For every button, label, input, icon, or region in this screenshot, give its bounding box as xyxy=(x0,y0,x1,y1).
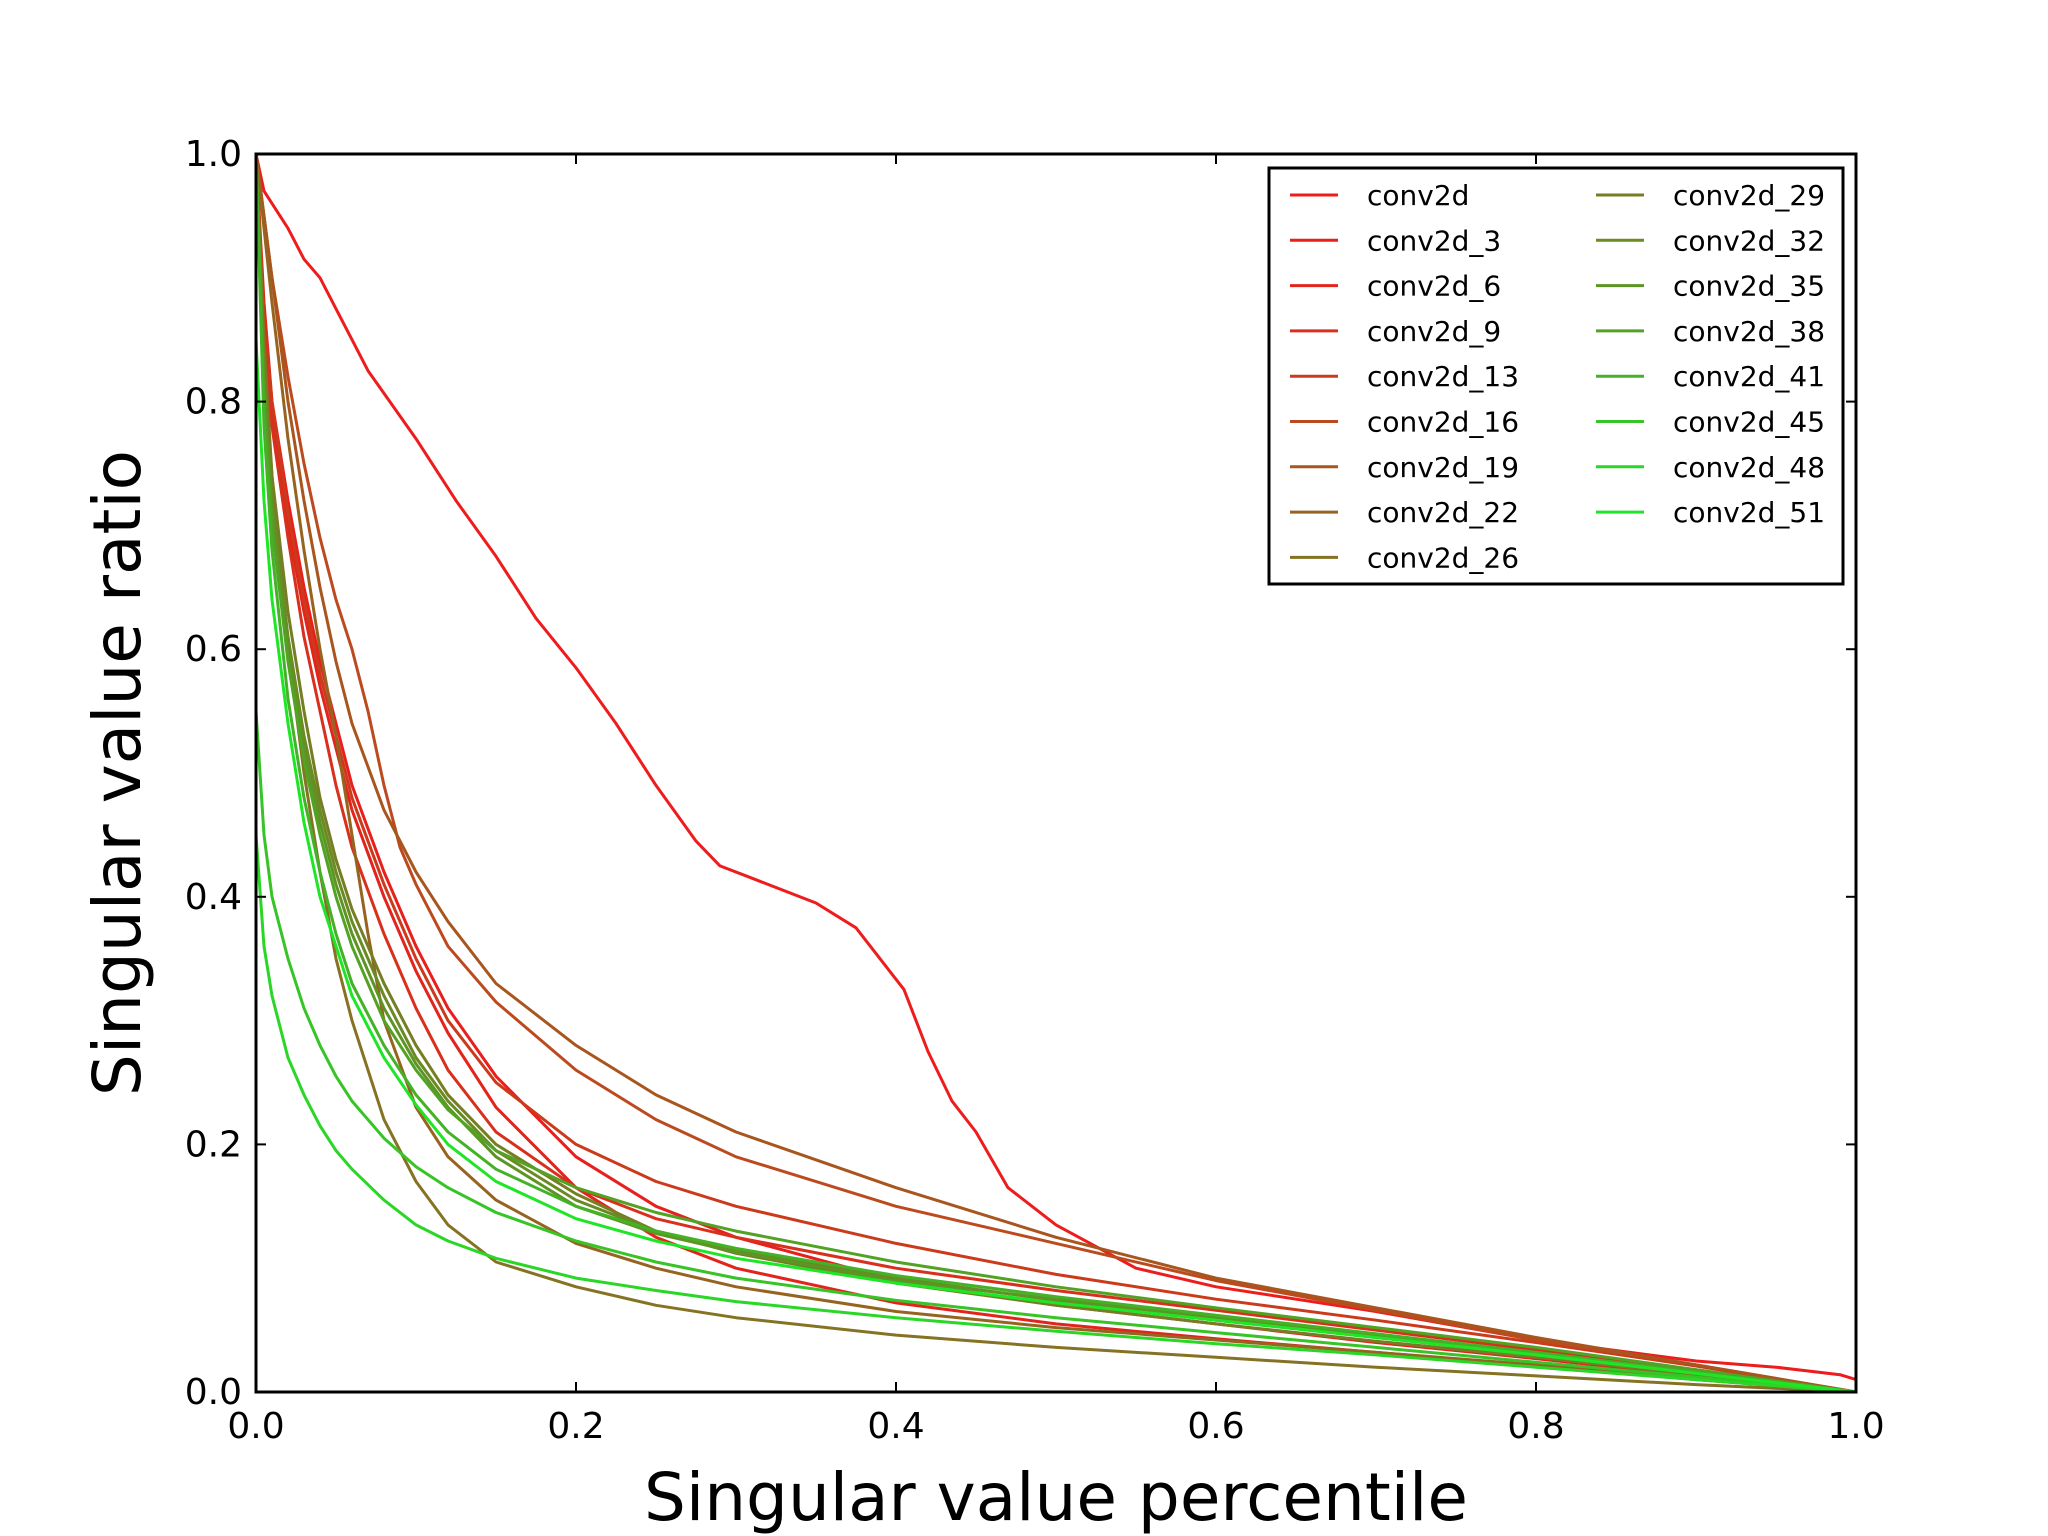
y-tick-label: 0.6 xyxy=(185,629,242,670)
legend-label: conv2d_45 xyxy=(1673,406,1825,439)
legend-label: conv2d_35 xyxy=(1673,270,1825,303)
legend-label: conv2d_29 xyxy=(1673,179,1825,212)
legend-label: conv2d_38 xyxy=(1673,315,1825,348)
y-tick-label: 1.0 xyxy=(185,134,242,175)
x-tick-label: 0.0 xyxy=(227,1406,284,1447)
tick-layer: 0.0 0.2 0.4 0.6 0.8 1.0 0.0 0.2 0.4 0.6 0.8 1.0 xyxy=(185,134,1885,1447)
legend-label: conv2d_16 xyxy=(1367,406,1519,439)
y-tick-label: 0.8 xyxy=(185,382,242,423)
series-line-conv2d_19 xyxy=(254,153,1857,1394)
series-line-conv2d xyxy=(254,153,1857,1382)
legend-label: conv2d_41 xyxy=(1673,360,1825,393)
x-tick-label: 1.0 xyxy=(1827,1406,1884,1447)
series-line-conv2d_45 xyxy=(254,711,1857,1394)
y-axis-label: Singular value ratio xyxy=(79,450,156,1096)
legend: conv2dconv2d_3conv2d_6conv2d_9conv2d_13c… xyxy=(1267,166,1845,586)
legend-label: conv2d_19 xyxy=(1367,451,1519,484)
y-tick-label: 0.4 xyxy=(185,877,242,918)
plot-frame xyxy=(254,152,1858,1394)
series-line-conv2d_22 xyxy=(254,153,1857,1394)
y-tick-label: 0.0 xyxy=(185,1372,242,1413)
legend-label: conv2d_9 xyxy=(1367,315,1501,348)
y-tick-label: 0.2 xyxy=(185,1124,242,1165)
series-line-conv2d_48 xyxy=(254,834,1857,1394)
legend-label: conv2d_48 xyxy=(1673,451,1825,484)
legend-label: conv2d_51 xyxy=(1673,496,1825,529)
x-tick-label: 0.6 xyxy=(1187,1406,1244,1447)
series-line-conv2d_51 xyxy=(254,339,1857,1394)
legend-label: conv2d_3 xyxy=(1367,224,1501,257)
series-line-conv2d_9 xyxy=(254,153,1857,1394)
x-tick-label: 0.8 xyxy=(1507,1406,1564,1447)
legend-label: conv2d_13 xyxy=(1367,360,1519,393)
legend-label: conv2d_32 xyxy=(1673,224,1825,257)
x-tick-label: 0.2 xyxy=(547,1406,604,1447)
series-line-conv2d_13 xyxy=(254,153,1857,1394)
legend-label: conv2d_6 xyxy=(1367,270,1501,303)
series-layer xyxy=(254,153,1857,1394)
legend-label: conv2d xyxy=(1367,179,1469,212)
series-line-conv2d_29 xyxy=(254,153,1857,1394)
series-line-conv2d_16 xyxy=(254,153,1857,1394)
legend-box xyxy=(1267,166,1845,586)
series-line-conv2d_41 xyxy=(254,153,1857,1394)
x-tick-label: 0.4 xyxy=(867,1406,924,1447)
x-axis-label: Singular value percentile xyxy=(644,1459,1468,1536)
legend-label: conv2d_22 xyxy=(1367,496,1519,529)
series-line-conv2d_38 xyxy=(254,153,1857,1394)
legend-label: conv2d_26 xyxy=(1367,541,1519,574)
